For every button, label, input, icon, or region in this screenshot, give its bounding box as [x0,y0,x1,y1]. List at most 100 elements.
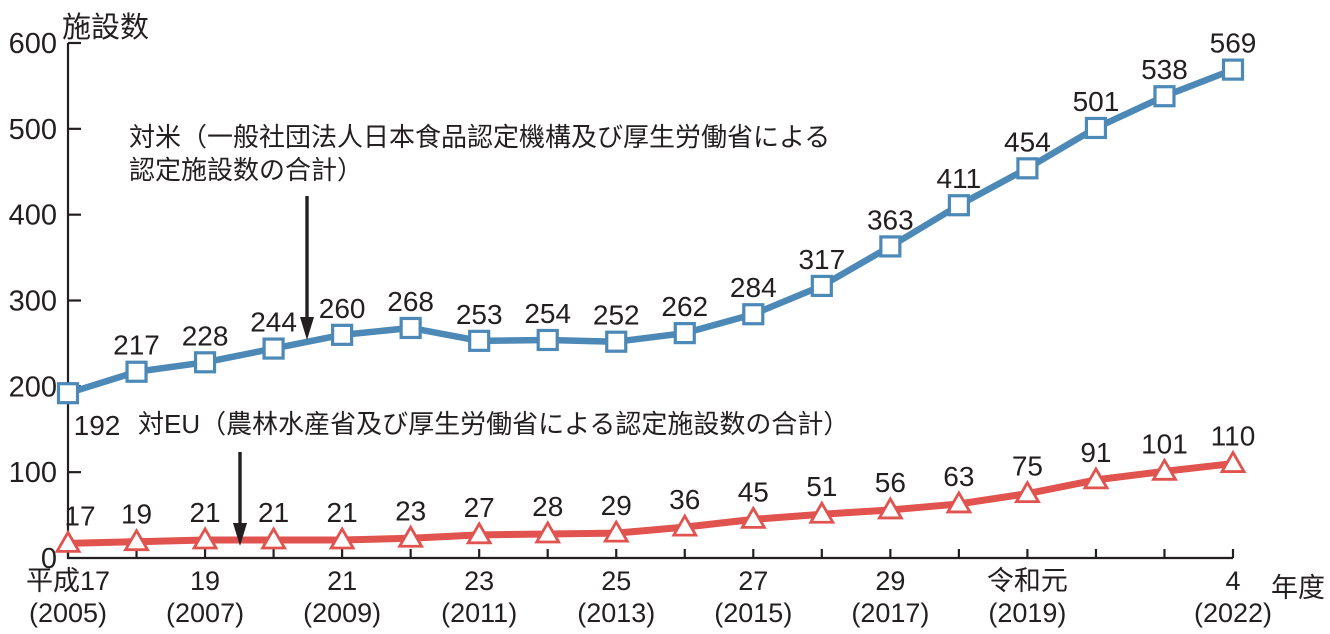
x-axis-tick-label-era: 21 [327,566,357,596]
y-axis-tick-label: 200 [9,371,57,403]
eu-data-point-marker [1013,479,1041,504]
eu-value-label: 28 [532,491,563,522]
y-axis-title: 施設数 [62,12,150,44]
us-value-label: 454 [1004,126,1051,157]
eu-value-label: 21 [189,497,220,528]
us-data-point-marker [1221,58,1245,81]
y-axis-tick-label: 400 [9,200,57,232]
us-value-label: 317 [798,244,845,275]
us-data-point-marker [193,351,217,374]
eu-data-point-marker [876,496,904,520]
eu-data-point-marker [945,490,973,514]
us-value-label: 192 [74,410,121,441]
us-data-point-marker [1153,85,1176,108]
us-value-label: 268 [387,286,434,317]
us-data-point-marker [468,329,491,352]
us-series-annotation-line1: 対米（一般社団法人日本食品認定機構及び厚生労働省による [129,122,831,152]
us-value-label: 569 [1210,28,1257,59]
eu-value-label: 110 [1211,421,1256,452]
y-axis-tick-label: 500 [9,114,57,146]
us-arrow-head [300,317,314,340]
us-data-point-marker [125,360,148,383]
eu-value-label: 91 [1080,437,1111,468]
eu-data-point-marker [1219,449,1247,473]
eu-data-point-marker [1151,457,1178,481]
x-axis-tick-label-era: 4 [1225,566,1240,596]
annotation-arrow-us [300,196,314,340]
x-axis-unit-label: 年度 [1271,573,1325,603]
x-axis-tick-label-year: (2013) [577,598,655,628]
us-value-label: 217 [113,330,160,361]
us-series-annotation-line2: 認定施設数の合計） [129,155,364,185]
us-value-label: 363 [867,204,914,235]
eu-value-label: 36 [669,484,700,515]
us-data-point-marker [810,274,833,298]
y-axis-tick-label: 100 [9,457,57,489]
x-axis-tick-label-year: (2015) [714,598,792,628]
x-axis-tick-label-era: 令和元 [987,566,1068,596]
eu-value-label: 63 [943,461,974,492]
x-axis-tick-label-era: 23 [464,566,494,596]
us-data-point-marker [879,235,902,258]
x-axis-tick-label-era: 平成17 [26,566,110,596]
eu-line [64,460,1237,547]
us-data-point-marker [331,323,354,346]
us-data-point-marker [673,322,696,345]
x-axis-tick-label-year: (2019) [988,598,1066,628]
eu-data-point-marker [1082,466,1110,490]
eu-data-point-marker [54,529,82,553]
eu-value-label: 51 [806,471,837,502]
x-axis-tick-label-year: (2022) [1194,598,1272,628]
eu-data-point-marker [397,524,425,548]
eu-data-point-marker [465,521,493,545]
eu-value-label: 19 [121,499,152,530]
us-value-label: 244 [250,307,297,338]
us-data-point-marker [1016,157,1039,180]
us-data-point-marker [56,382,80,405]
x-axis-tick-label-era: 25 [601,566,631,596]
eu-value-label: 75 [1012,451,1043,482]
us-value-label: 254 [524,298,571,329]
us-value-label: 501 [1073,86,1120,117]
us-value-label: 411 [937,163,982,194]
eu-value-label: 23 [395,495,426,526]
x-axis-tick-label-year: (2011) [441,598,517,628]
eu-value-label: 21 [327,497,358,528]
us-value-label: 262 [661,291,708,322]
us-series-annotation: 対米（一般社団法人日本食品認定機構及び厚生労働省による 認定施設数の合計） [129,121,830,187]
eu-value-label: 101 [1141,428,1188,459]
x-axis-tick-label-year: (2007) [166,598,244,628]
y-axis-tick-label: 300 [9,286,57,318]
us-value-label: 253 [456,299,503,330]
eu-data-point-marker [602,519,630,543]
us-data-point-marker [605,330,628,353]
eu-value-label: 29 [601,490,632,521]
us-value-label: 252 [593,300,640,331]
us-data-point-marker [947,194,970,217]
eu-data-point-marker [191,526,219,550]
x-axis-tick-label-era: 29 [875,566,905,596]
us-value-label: 260 [319,293,366,324]
x-axis-tick-label-year: (2009) [303,598,381,628]
eu-data-point-marker [671,513,699,537]
us-value-label: 228 [182,320,229,351]
eu-series-annotation: 対EU（農林水産省及び厚生労働省による認定施設数の合計） [138,409,850,439]
us-value-label: 538 [1141,54,1188,85]
us-data-point-marker [1084,116,1108,140]
eu-value-label: 17 [64,500,95,531]
eu-value-label: 21 [258,497,289,528]
y-axis-tick-label: 600 [9,28,57,60]
eu-value-label: 56 [875,467,906,498]
eu-value-label: 27 [464,492,495,523]
eu-arrow-head [233,523,247,546]
annotation-arrow-eu [233,452,247,546]
eu-data-point-marker [808,500,836,524]
eu-data-point-marker [123,527,150,552]
us-data-point-marker [262,337,285,360]
eu-data-point-marker [739,505,767,529]
y-axis-tick-label: 0 [41,543,57,575]
eu-data-point-marker [534,520,562,544]
x-axis-tick-label-year: (2005) [29,598,107,628]
